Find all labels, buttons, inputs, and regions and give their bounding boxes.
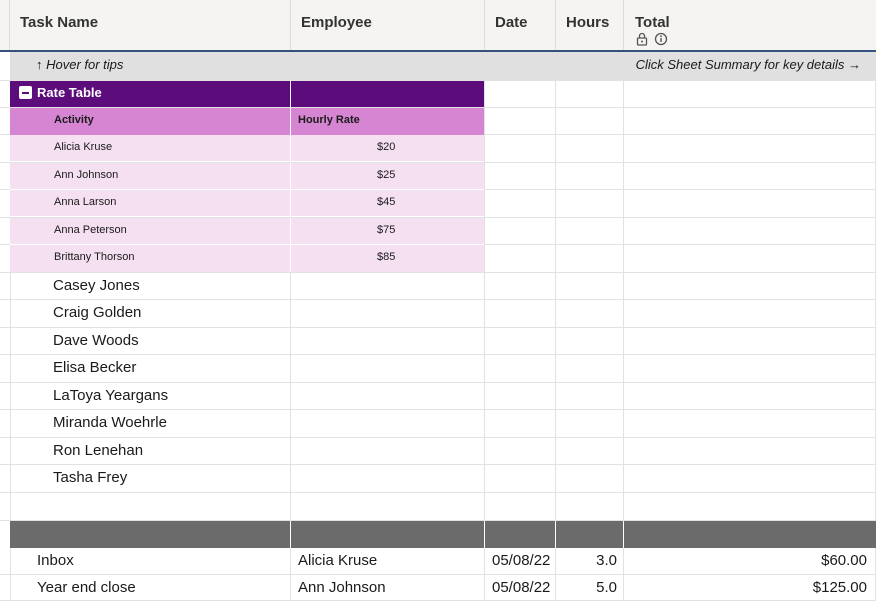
hover-tips-text: ↑ Hover for tips xyxy=(36,57,124,72)
grid-row xyxy=(0,190,876,218)
rate-table-row[interactable]: Alicia Kruse $20 xyxy=(10,135,484,162)
cell-divider xyxy=(290,163,291,190)
employee-name-cell[interactable]: Casey Jones xyxy=(53,277,140,294)
column-divider xyxy=(484,52,485,601)
row-gutter-header xyxy=(0,0,10,50)
grid-row xyxy=(0,355,876,383)
rate-table-row[interactable]: Ann Johnson $25 xyxy=(10,163,484,190)
column-header-total-label: Total xyxy=(635,14,670,31)
task-total-cell[interactable]: $125.00 xyxy=(812,579,867,596)
column-header-employee-label: Employee xyxy=(301,14,372,31)
rate-table-row[interactable]: Brittany Thorson $85 xyxy=(10,245,484,272)
column-divider xyxy=(623,52,624,601)
rate-table-rate: $20 xyxy=(377,141,396,153)
info-icon[interactable] xyxy=(654,32,668,46)
task-employee-cell[interactable]: Alicia Kruse xyxy=(298,552,378,569)
cell-divider xyxy=(290,135,291,162)
lock-icon[interactable] xyxy=(636,32,648,46)
grid-row xyxy=(0,52,876,81)
grid-row xyxy=(0,383,876,410)
collapse-icon[interactable] xyxy=(19,86,32,99)
column-header-task-name[interactable]: Task Name xyxy=(10,0,291,50)
rate-table-title: Rate Table xyxy=(37,85,102,100)
column-header-date[interactable]: Date xyxy=(485,0,556,50)
grid-row xyxy=(0,273,876,300)
rate-table-name: Alicia Kruse xyxy=(54,141,113,153)
section-header-band xyxy=(10,521,876,548)
employee-name-cell[interactable]: Tasha Frey xyxy=(53,469,128,486)
column-header-hours-label: Hours xyxy=(566,14,610,31)
task-name-cell[interactable]: Year end close xyxy=(37,579,136,596)
grid-row xyxy=(0,135,876,163)
task-date-cell[interactable]: 05/08/22 xyxy=(492,579,551,596)
total-column-icons xyxy=(636,32,668,46)
cell-divider xyxy=(290,218,291,245)
rate-table-name: Brittany Thorson xyxy=(54,251,135,263)
employee-name-cell[interactable]: Miranda Woehrle xyxy=(53,414,167,431)
column-header-total[interactable]: Total xyxy=(624,0,876,50)
cell-divider xyxy=(290,245,291,272)
rate-table-name: Ann Johnson xyxy=(54,169,119,181)
grid-row xyxy=(0,465,876,493)
employee-name-cell[interactable]: Dave Woods xyxy=(53,332,139,349)
column-divider xyxy=(290,52,291,601)
grid-row xyxy=(0,245,876,273)
grid-row xyxy=(0,438,876,465)
sheet-summary-hint: Click Sheet Summary for key details → xyxy=(635,57,861,72)
grid-row xyxy=(0,328,876,355)
cell-divider xyxy=(290,190,291,217)
task-total-cell[interactable]: $60.00 xyxy=(821,552,867,569)
cell-divider xyxy=(484,521,485,548)
column-divider xyxy=(875,52,876,601)
rate-table-header-row: Activity Hourly Rate xyxy=(10,108,484,135)
column-divider xyxy=(10,52,11,601)
rate-table-rate: $85 xyxy=(377,251,396,263)
rate-table-rate: $45 xyxy=(377,196,396,208)
grid-row xyxy=(0,548,876,575)
employee-name-cell[interactable]: Elisa Becker xyxy=(53,359,137,376)
cell-divider xyxy=(555,521,556,548)
cell-divider xyxy=(623,521,624,548)
rate-table-title-row[interactable]: Rate Table xyxy=(10,81,484,107)
cell-divider xyxy=(290,108,291,135)
column-header-employee[interactable]: Employee xyxy=(291,0,485,50)
grid-row xyxy=(0,493,876,521)
grid-row xyxy=(0,410,876,438)
rate-table-hourly-rate-header: Hourly Rate xyxy=(298,114,360,126)
rate-table-rate: $25 xyxy=(377,169,396,181)
employee-name-cell[interactable]: LaToya Yeargans xyxy=(53,387,169,404)
column-header-task-name-label: Task Name xyxy=(20,14,99,31)
task-name-cell[interactable]: Inbox xyxy=(37,552,74,569)
cell-divider xyxy=(290,81,291,107)
column-header-row: Task Name Employee Date Hours Total xyxy=(0,0,876,52)
column-header-hours[interactable]: Hours xyxy=(556,0,624,50)
rate-table-name: Anna Peterson xyxy=(54,224,127,236)
task-employee-cell[interactable]: Ann Johnson xyxy=(298,579,386,596)
rate-table-rate: $75 xyxy=(377,224,396,236)
cell-divider xyxy=(290,521,291,548)
column-divider xyxy=(555,52,556,601)
grid-row xyxy=(0,81,876,108)
employee-name-cell[interactable]: Ron Lenehan xyxy=(53,442,144,459)
task-date-cell[interactable]: 05/08/22 xyxy=(492,552,551,569)
task-hours-cell[interactable]: 3.0 xyxy=(596,552,617,569)
employee-name-cell[interactable]: Craig Golden xyxy=(53,304,142,321)
rate-table-row[interactable]: Anna Peterson $75 xyxy=(10,218,484,245)
grid-row xyxy=(0,300,876,328)
column-header-date-label: Date xyxy=(495,14,528,31)
rate-table-name: Anna Larson xyxy=(54,196,117,208)
task-hours-cell[interactable]: 5.0 xyxy=(596,579,617,596)
hover-tips-row: ↑ Hover for tips Click Sheet Summary for… xyxy=(10,52,876,80)
rate-table-activity-header: Activity xyxy=(54,114,94,126)
rate-table-row[interactable]: Anna Larson $45 xyxy=(10,190,484,217)
